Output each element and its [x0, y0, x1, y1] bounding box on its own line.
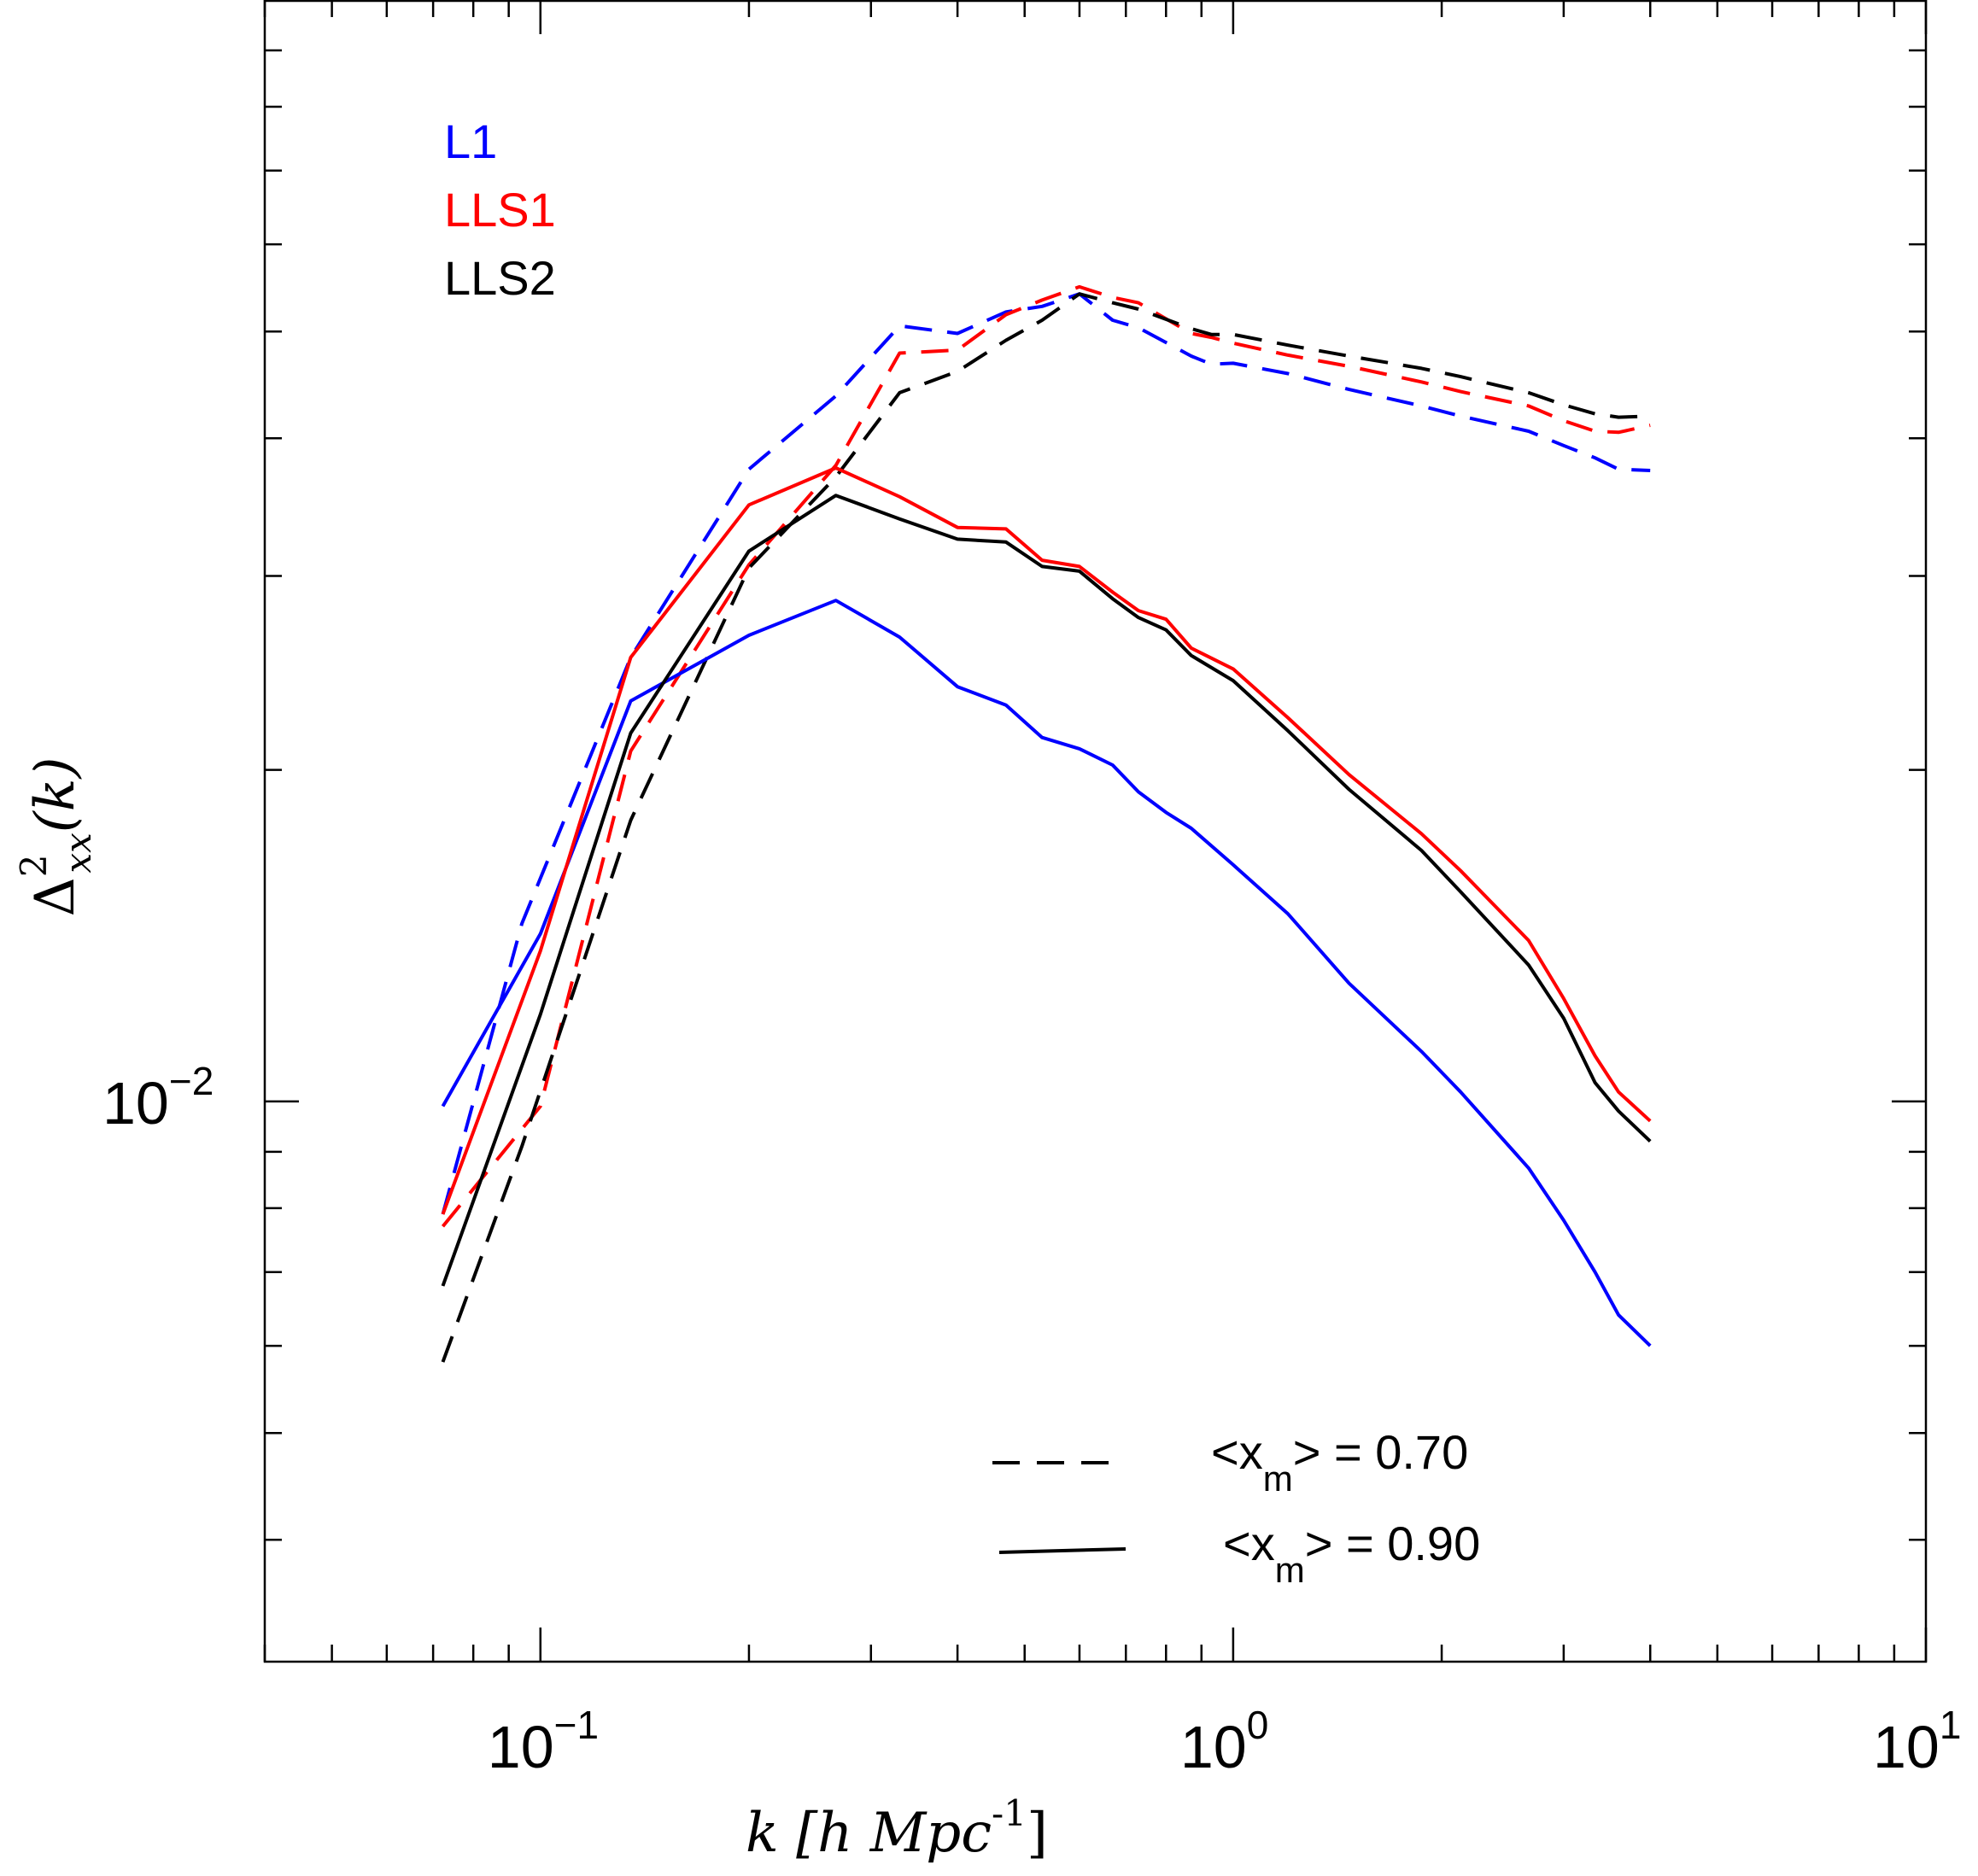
series-legend: L1 LLS1 LLS2: [444, 114, 556, 305]
legend-label-lls2: LLS2: [444, 251, 556, 305]
legend-text-070: <xm> = 0.70: [1211, 1425, 1468, 1499]
style-legend: <xm> = 0.70 <xm> = 0.90: [992, 1425, 1480, 1590]
y-axis-title: Δ2xx(k): [13, 757, 99, 916]
series-l1-solid: [441, 599, 1652, 1347]
x-tick-label-1: 100: [1180, 1703, 1268, 1780]
y-tick-label-0: 10−2: [102, 1059, 214, 1137]
plot-area-border: [263, 0, 1928, 1663]
x-axis-ticks: 10−1 100 101: [263, 0, 1961, 1780]
series-lls1-solid: [441, 466, 1652, 1215]
y-axis-ticks: 10−2: [102, 0, 1926, 1541]
series-lls2-dashed: [441, 292, 1651, 1363]
series-l1-dashed: [441, 292, 1651, 1215]
plot-frame: [263, 0, 1928, 1663]
x-axis-title: k [h Mpc-1]: [746, 1792, 1048, 1865]
legend-label-lls1: LLS1: [444, 183, 556, 237]
x-tick-label-0: 10−1: [488, 1703, 599, 1780]
x-tick-label-2: 101: [1873, 1703, 1961, 1780]
legend-solid-sample: [998, 1547, 1127, 1554]
svg-text:Δ2xx(k): Δ2xx(k): [13, 757, 99, 916]
series-lines: [441, 284, 1652, 1363]
series-lls2-solid: [441, 494, 1652, 1287]
legend-label-l1: L1: [444, 114, 497, 168]
legend-text-090: <xm> = 0.90: [1223, 1517, 1480, 1590]
